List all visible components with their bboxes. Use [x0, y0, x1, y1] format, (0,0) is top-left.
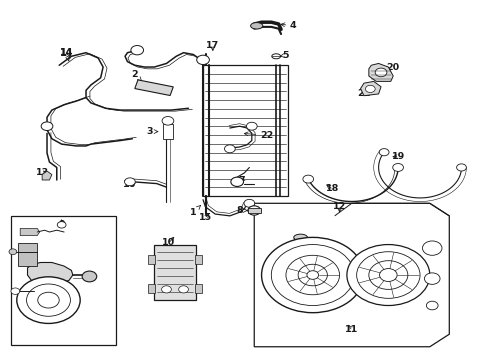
Circle shape: [82, 271, 97, 282]
Bar: [148, 255, 155, 264]
Circle shape: [38, 292, 59, 308]
Text: 6: 6: [282, 246, 292, 255]
Circle shape: [9, 249, 17, 255]
Text: 19: 19: [391, 152, 404, 161]
Text: 14: 14: [60, 48, 73, 61]
Ellipse shape: [271, 54, 280, 59]
Circle shape: [298, 264, 327, 286]
Polygon shape: [360, 81, 380, 96]
Ellipse shape: [293, 234, 307, 240]
Circle shape: [392, 163, 403, 171]
Circle shape: [162, 117, 173, 125]
Text: 14: 14: [60, 48, 73, 58]
Circle shape: [422, 241, 441, 255]
Bar: [18, 243, 37, 266]
Circle shape: [271, 244, 353, 306]
Circle shape: [261, 237, 363, 313]
Circle shape: [379, 269, 396, 282]
Text: 15: 15: [199, 213, 212, 222]
Text: 22: 22: [244, 131, 272, 140]
Circle shape: [178, 286, 188, 293]
Bar: [162, 125, 173, 139]
Text: 11: 11: [345, 325, 358, 334]
Text: 1: 1: [190, 206, 200, 217]
Circle shape: [57, 222, 66, 228]
Text: 21: 21: [357, 89, 370, 98]
Bar: [194, 284, 201, 293]
Bar: [194, 255, 201, 264]
Bar: [293, 237, 307, 268]
Circle shape: [285, 255, 339, 295]
Bar: [148, 284, 155, 293]
Text: 9: 9: [58, 220, 65, 229]
Circle shape: [244, 199, 254, 207]
Text: 17: 17: [206, 41, 219, 50]
Text: 4: 4: [280, 21, 296, 30]
Bar: [135, 80, 173, 95]
Circle shape: [306, 271, 318, 279]
Bar: [203, 65, 288, 196]
Text: 20: 20: [383, 63, 399, 72]
Circle shape: [302, 175, 313, 183]
Text: 16: 16: [123, 180, 136, 189]
Circle shape: [246, 122, 257, 130]
Polygon shape: [254, 203, 448, 347]
Polygon shape: [368, 63, 392, 81]
Polygon shape: [27, 262, 73, 282]
Text: 2: 2: [131, 70, 142, 81]
Circle shape: [41, 122, 53, 131]
Text: 10: 10: [162, 237, 175, 247]
Text: 7: 7: [238, 176, 245, 185]
Polygon shape: [42, 171, 52, 180]
Circle shape: [161, 286, 171, 293]
Circle shape: [124, 178, 135, 186]
Text: 18: 18: [325, 184, 338, 193]
Circle shape: [131, 45, 143, 55]
Ellipse shape: [293, 265, 307, 271]
Circle shape: [196, 55, 209, 64]
Circle shape: [379, 149, 388, 156]
Circle shape: [224, 145, 235, 153]
Bar: [11, 216, 116, 345]
Circle shape: [365, 85, 374, 93]
Polygon shape: [20, 228, 40, 235]
Circle shape: [356, 252, 419, 298]
Circle shape: [426, 301, 437, 310]
Circle shape: [26, 284, 70, 316]
Circle shape: [17, 277, 80, 323]
Text: 12: 12: [332, 202, 346, 212]
Circle shape: [247, 206, 260, 215]
Ellipse shape: [250, 23, 262, 29]
Text: 8: 8: [236, 206, 247, 215]
Circle shape: [424, 273, 439, 284]
Circle shape: [368, 261, 407, 289]
Text: 5: 5: [279, 51, 288, 60]
Circle shape: [456, 164, 466, 171]
Circle shape: [11, 288, 20, 294]
Bar: [247, 208, 260, 213]
Circle shape: [374, 68, 386, 77]
Bar: [154, 244, 195, 300]
Text: 13: 13: [36, 168, 49, 177]
Text: 3: 3: [146, 127, 158, 136]
Circle shape: [230, 177, 243, 186]
Circle shape: [346, 244, 429, 306]
